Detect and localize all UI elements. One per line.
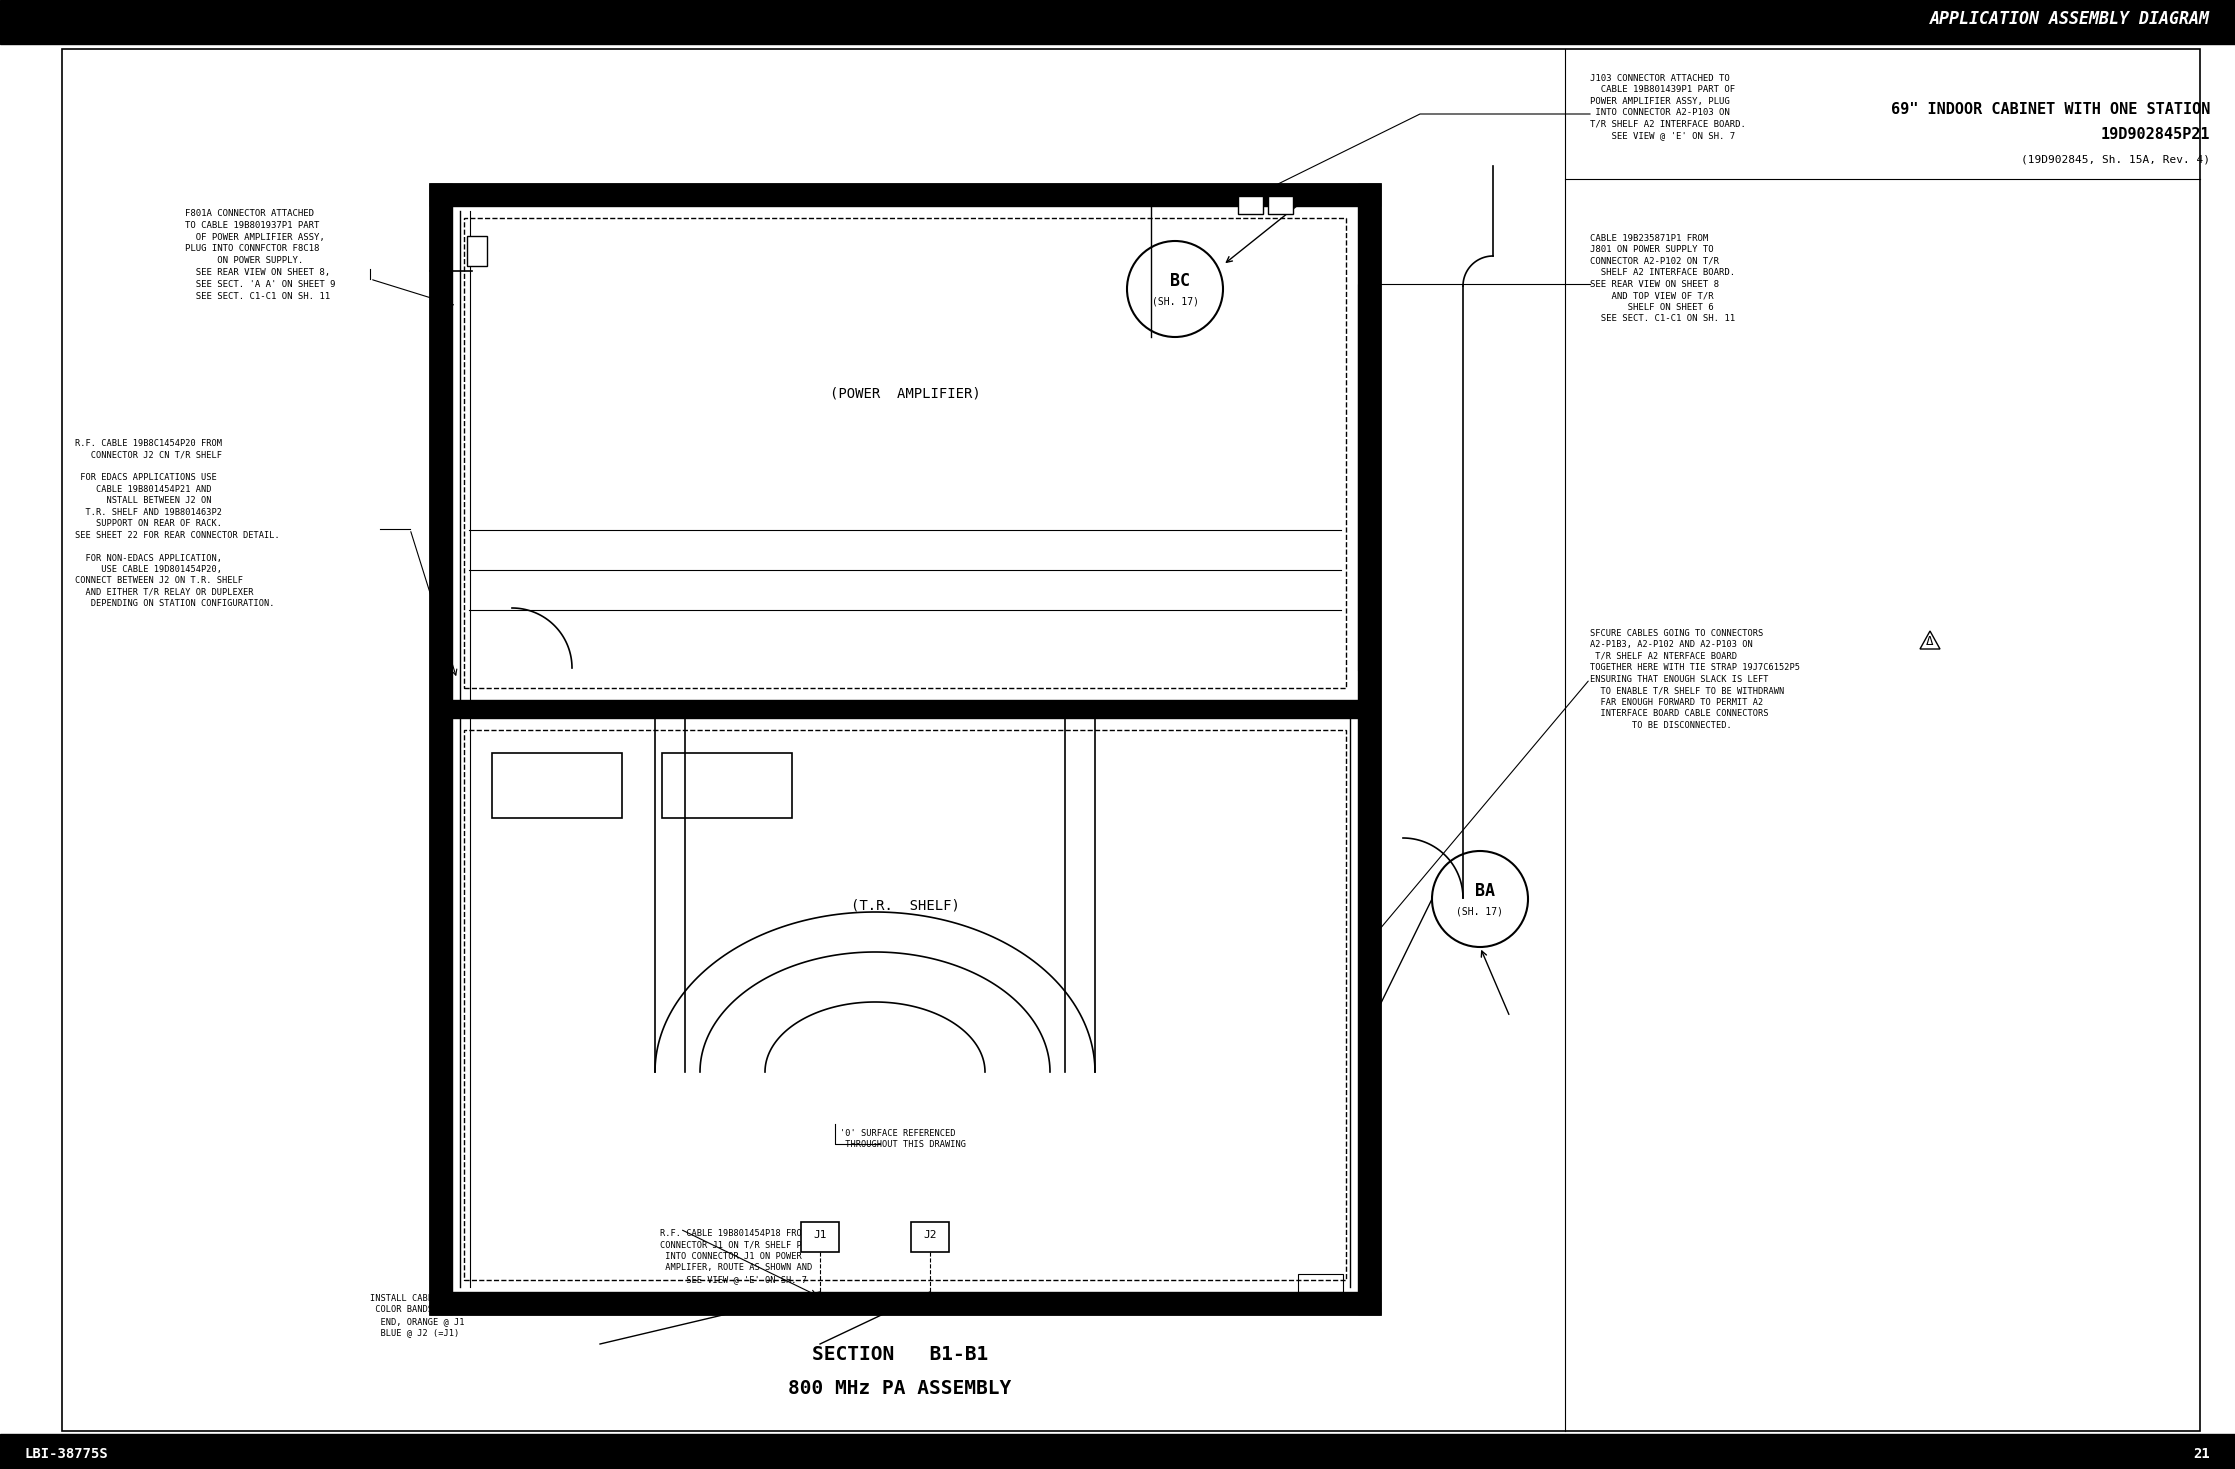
Text: APPLICATION ASSEMBLY DIAGRAM: APPLICATION ASSEMBLY DIAGRAM: [1931, 10, 2210, 28]
Text: INSTALL CABLES WITH
 COLOR BANDS AT THIS
  END, ORANGE @ J1
  BLUE @ J2 (=J1): INSTALL CABLES WITH COLOR BANDS AT THIS …: [371, 1294, 476, 1337]
Text: BC: BC: [1169, 272, 1189, 289]
Bar: [0, 0, 2235, 38]
Bar: [0, 1434, 2235, 1440]
Text: SFCURE CABLES GOING TO CONNECTORS
A2-P1B3, A2-P102 AND A2-P103 ON
 T/R SHELF A2 : SFCURE CABLES GOING TO CONNECTORS A2-P1B…: [1589, 629, 1799, 730]
Text: 800 MHz PA ASSEMBLY: 800 MHz PA ASSEMBLY: [789, 1379, 1012, 1398]
Text: SECTION   B1-B1: SECTION B1-B1: [811, 1344, 988, 1363]
Text: LBI-38775S: LBI-38775S: [25, 1447, 110, 1462]
Bar: [429, 184, 1379, 206]
Text: (T.R.  SHELF): (T.R. SHELF): [852, 898, 959, 912]
Text: F801A CONNECTOR ATTACHED
TO CABLE 19B801937P1 PART
  OF POWER AMPLIFIER ASSY,
PL: F801A CONNECTOR ATTACHED TO CABLE 19B801…: [186, 209, 335, 301]
Bar: [1299, 1274, 1343, 1293]
Bar: [492, 754, 621, 818]
Bar: [429, 184, 1379, 1313]
Text: 69" INDOOR CABINET WITH ONE STATION: 69" INDOOR CABINET WITH ONE STATION: [1891, 101, 2210, 116]
Bar: [465, 730, 1345, 1279]
Bar: [429, 1293, 1379, 1313]
Text: '0' SURFACE REFERENCED
 THROUGHOUT THIS DRAWING: '0' SURFACE REFERENCED THROUGHOUT THIS D…: [840, 1128, 966, 1149]
Bar: [1238, 195, 1263, 214]
Bar: [662, 754, 791, 818]
Text: (SH. 17): (SH. 17): [1151, 295, 1198, 306]
Bar: [465, 217, 1345, 687]
Text: J1: J1: [814, 1230, 827, 1240]
Text: (SH. 17): (SH. 17): [1457, 906, 1504, 917]
Text: J103 CONNECTOR ATTACHED TO
  CABLE 19B801439P1 PART OF
POWER AMPLIFIER ASSY, PLU: J103 CONNECTOR ATTACHED TO CABLE 19B8014…: [1589, 73, 1746, 140]
Bar: [0, 38, 2235, 44]
Bar: [429, 184, 451, 1313]
Text: Δ: Δ: [1927, 635, 1933, 648]
Bar: [800, 1222, 838, 1252]
Bar: [1359, 184, 1379, 1313]
Bar: [1267, 195, 1294, 214]
Text: 21: 21: [2193, 1447, 2210, 1462]
Text: CABLE 19B235871P1 FROM
J801 ON POWER SUPPLY TO
CONNECTOR A2-P102 ON T/R
  SHELF : CABLE 19B235871P1 FROM J801 ON POWER SUP…: [1589, 234, 1734, 323]
Text: (19D902845, Sh. 15A, Rev. 4): (19D902845, Sh. 15A, Rev. 4): [2020, 154, 2210, 165]
Text: R.F. CABLE 19B8C1454P20 FROM
   CONNECTOR J2 CN T/R SHELF

 FOR EDACS APPLICATIO: R.F. CABLE 19B8C1454P20 FROM CONNECTOR J…: [76, 439, 279, 608]
Text: J2: J2: [923, 1230, 936, 1240]
Text: (POWER  AMPLIFIER): (POWER AMPLIFIER): [829, 386, 981, 400]
Bar: [451, 701, 1359, 718]
Bar: [467, 237, 487, 266]
Bar: [912, 1222, 950, 1252]
Text: BA: BA: [1475, 881, 1495, 900]
Text: 19D902845P21: 19D902845P21: [2101, 126, 2210, 141]
Text: R.F. CABLE 19B801454P18 FROM
CONNECTOR J1 ON T/R SHELF PLUG
 INTO CONNECTOR J1 O: R.F. CABLE 19B801454P18 FROM CONNECTOR J…: [659, 1230, 818, 1284]
Bar: [0, 1440, 2235, 1469]
